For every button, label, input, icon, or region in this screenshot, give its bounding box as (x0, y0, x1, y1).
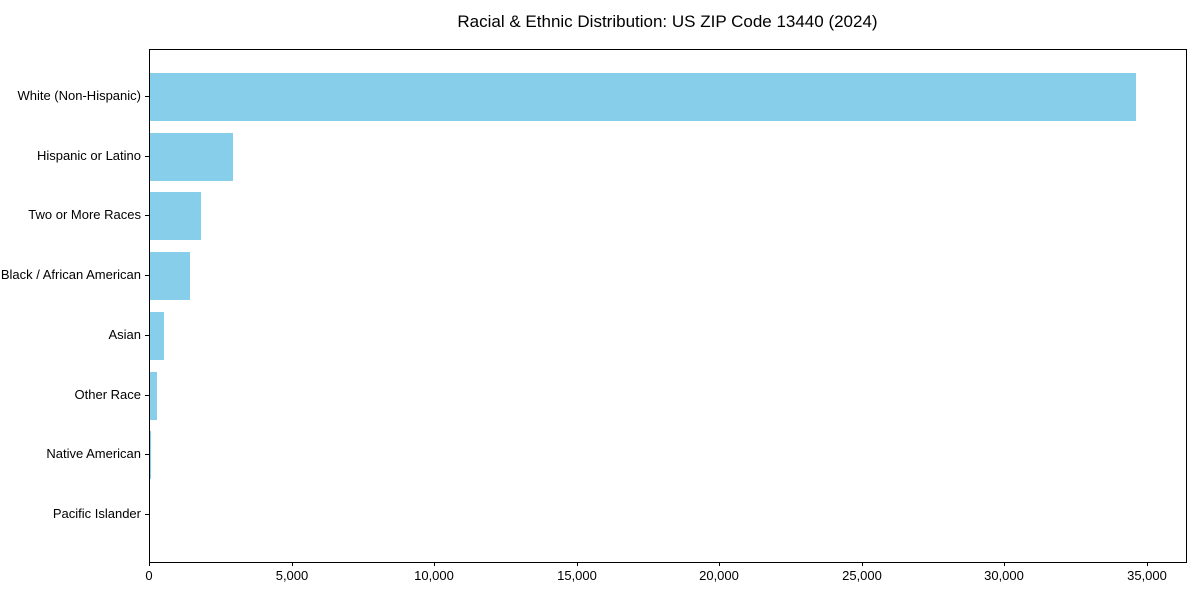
y-tick-mark (145, 454, 149, 455)
y-tick-mark (145, 514, 149, 515)
y-tick-label: Asian (108, 327, 141, 342)
bar-asian (150, 312, 164, 360)
x-tick-label: 0 (145, 568, 153, 583)
x-tick-mark (577, 562, 578, 566)
y-tick-mark (145, 395, 149, 396)
y-tick-label: Pacific Islander (52, 506, 141, 521)
y-tick-label: Two or More Races (28, 207, 141, 222)
x-tick-label: 35,000 (1127, 568, 1167, 583)
bar-two-or-more-races (150, 192, 201, 240)
x-tick-mark (1147, 562, 1148, 566)
y-tick-label: Native American (46, 446, 141, 461)
y-tick-label: Black / African American (0, 267, 141, 282)
y-tick-mark (145, 275, 149, 276)
y-tick-label: White (Non-Hispanic) (17, 88, 141, 103)
x-tick-label: 20,000 (699, 568, 739, 583)
y-tick-mark (145, 335, 149, 336)
x-tick-mark (292, 562, 293, 566)
bar-white-non-hispanic (150, 73, 1136, 121)
y-tick-label: Other Race (74, 387, 141, 402)
bar-native-american (150, 431, 151, 479)
x-tick-mark (862, 562, 863, 566)
x-tick-label: 15,000 (557, 568, 597, 583)
x-tick-mark (719, 562, 720, 566)
chart-title: Racial & Ethnic Distribution: US ZIP Cod… (457, 12, 878, 31)
y-tick-label: Hispanic or Latino (36, 148, 141, 163)
x-tick-label: 25,000 (842, 568, 882, 583)
y-tick-mark (145, 215, 149, 216)
x-tick-mark (149, 562, 150, 566)
x-tick-label: 30,000 (984, 568, 1024, 583)
y-tick-mark (145, 96, 149, 97)
plot-area (149, 49, 1187, 563)
bar-hispanic-or-latino (150, 133, 233, 181)
x-tick-mark (1004, 562, 1005, 566)
x-tick-label: 10,000 (414, 568, 454, 583)
bar-other-race (150, 372, 157, 420)
x-tick-mark (434, 562, 435, 566)
bar-black-african-american (150, 252, 190, 300)
x-tick-label: 5,000 (275, 568, 309, 583)
y-tick-mark (145, 156, 149, 157)
